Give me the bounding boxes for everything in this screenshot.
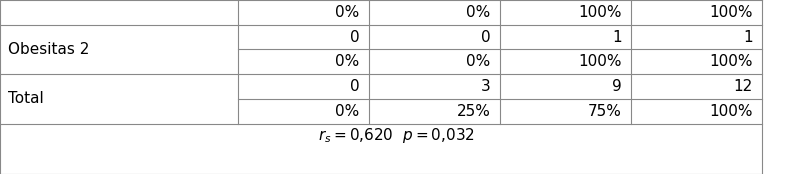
Text: 1: 1: [612, 30, 622, 45]
Text: 100%: 100%: [709, 54, 753, 69]
Text: 0: 0: [350, 30, 360, 45]
Text: 0%: 0%: [466, 5, 491, 20]
Text: Total: Total: [8, 91, 44, 106]
Text: 0%: 0%: [335, 54, 360, 69]
Text: 0: 0: [481, 30, 491, 45]
Text: 100%: 100%: [578, 5, 622, 20]
Text: 0%: 0%: [466, 54, 491, 69]
Text: 0%: 0%: [335, 104, 360, 119]
Text: 0: 0: [350, 79, 360, 94]
Text: 3: 3: [481, 79, 491, 94]
Text: 1: 1: [743, 30, 753, 45]
Text: 0%: 0%: [335, 5, 360, 20]
Text: 12: 12: [734, 79, 753, 94]
Text: 100%: 100%: [578, 54, 622, 69]
Text: 25%: 25%: [457, 104, 491, 119]
Text: $r_s = 0{,}620 \ \ p = 0{,}032$: $r_s = 0{,}620 \ \ p = 0{,}032$: [318, 126, 476, 145]
Text: 100%: 100%: [709, 104, 753, 119]
Text: 9: 9: [612, 79, 622, 94]
Text: 75%: 75%: [588, 104, 622, 119]
Text: 100%: 100%: [709, 5, 753, 20]
Text: Obesitas 2: Obesitas 2: [8, 42, 89, 57]
